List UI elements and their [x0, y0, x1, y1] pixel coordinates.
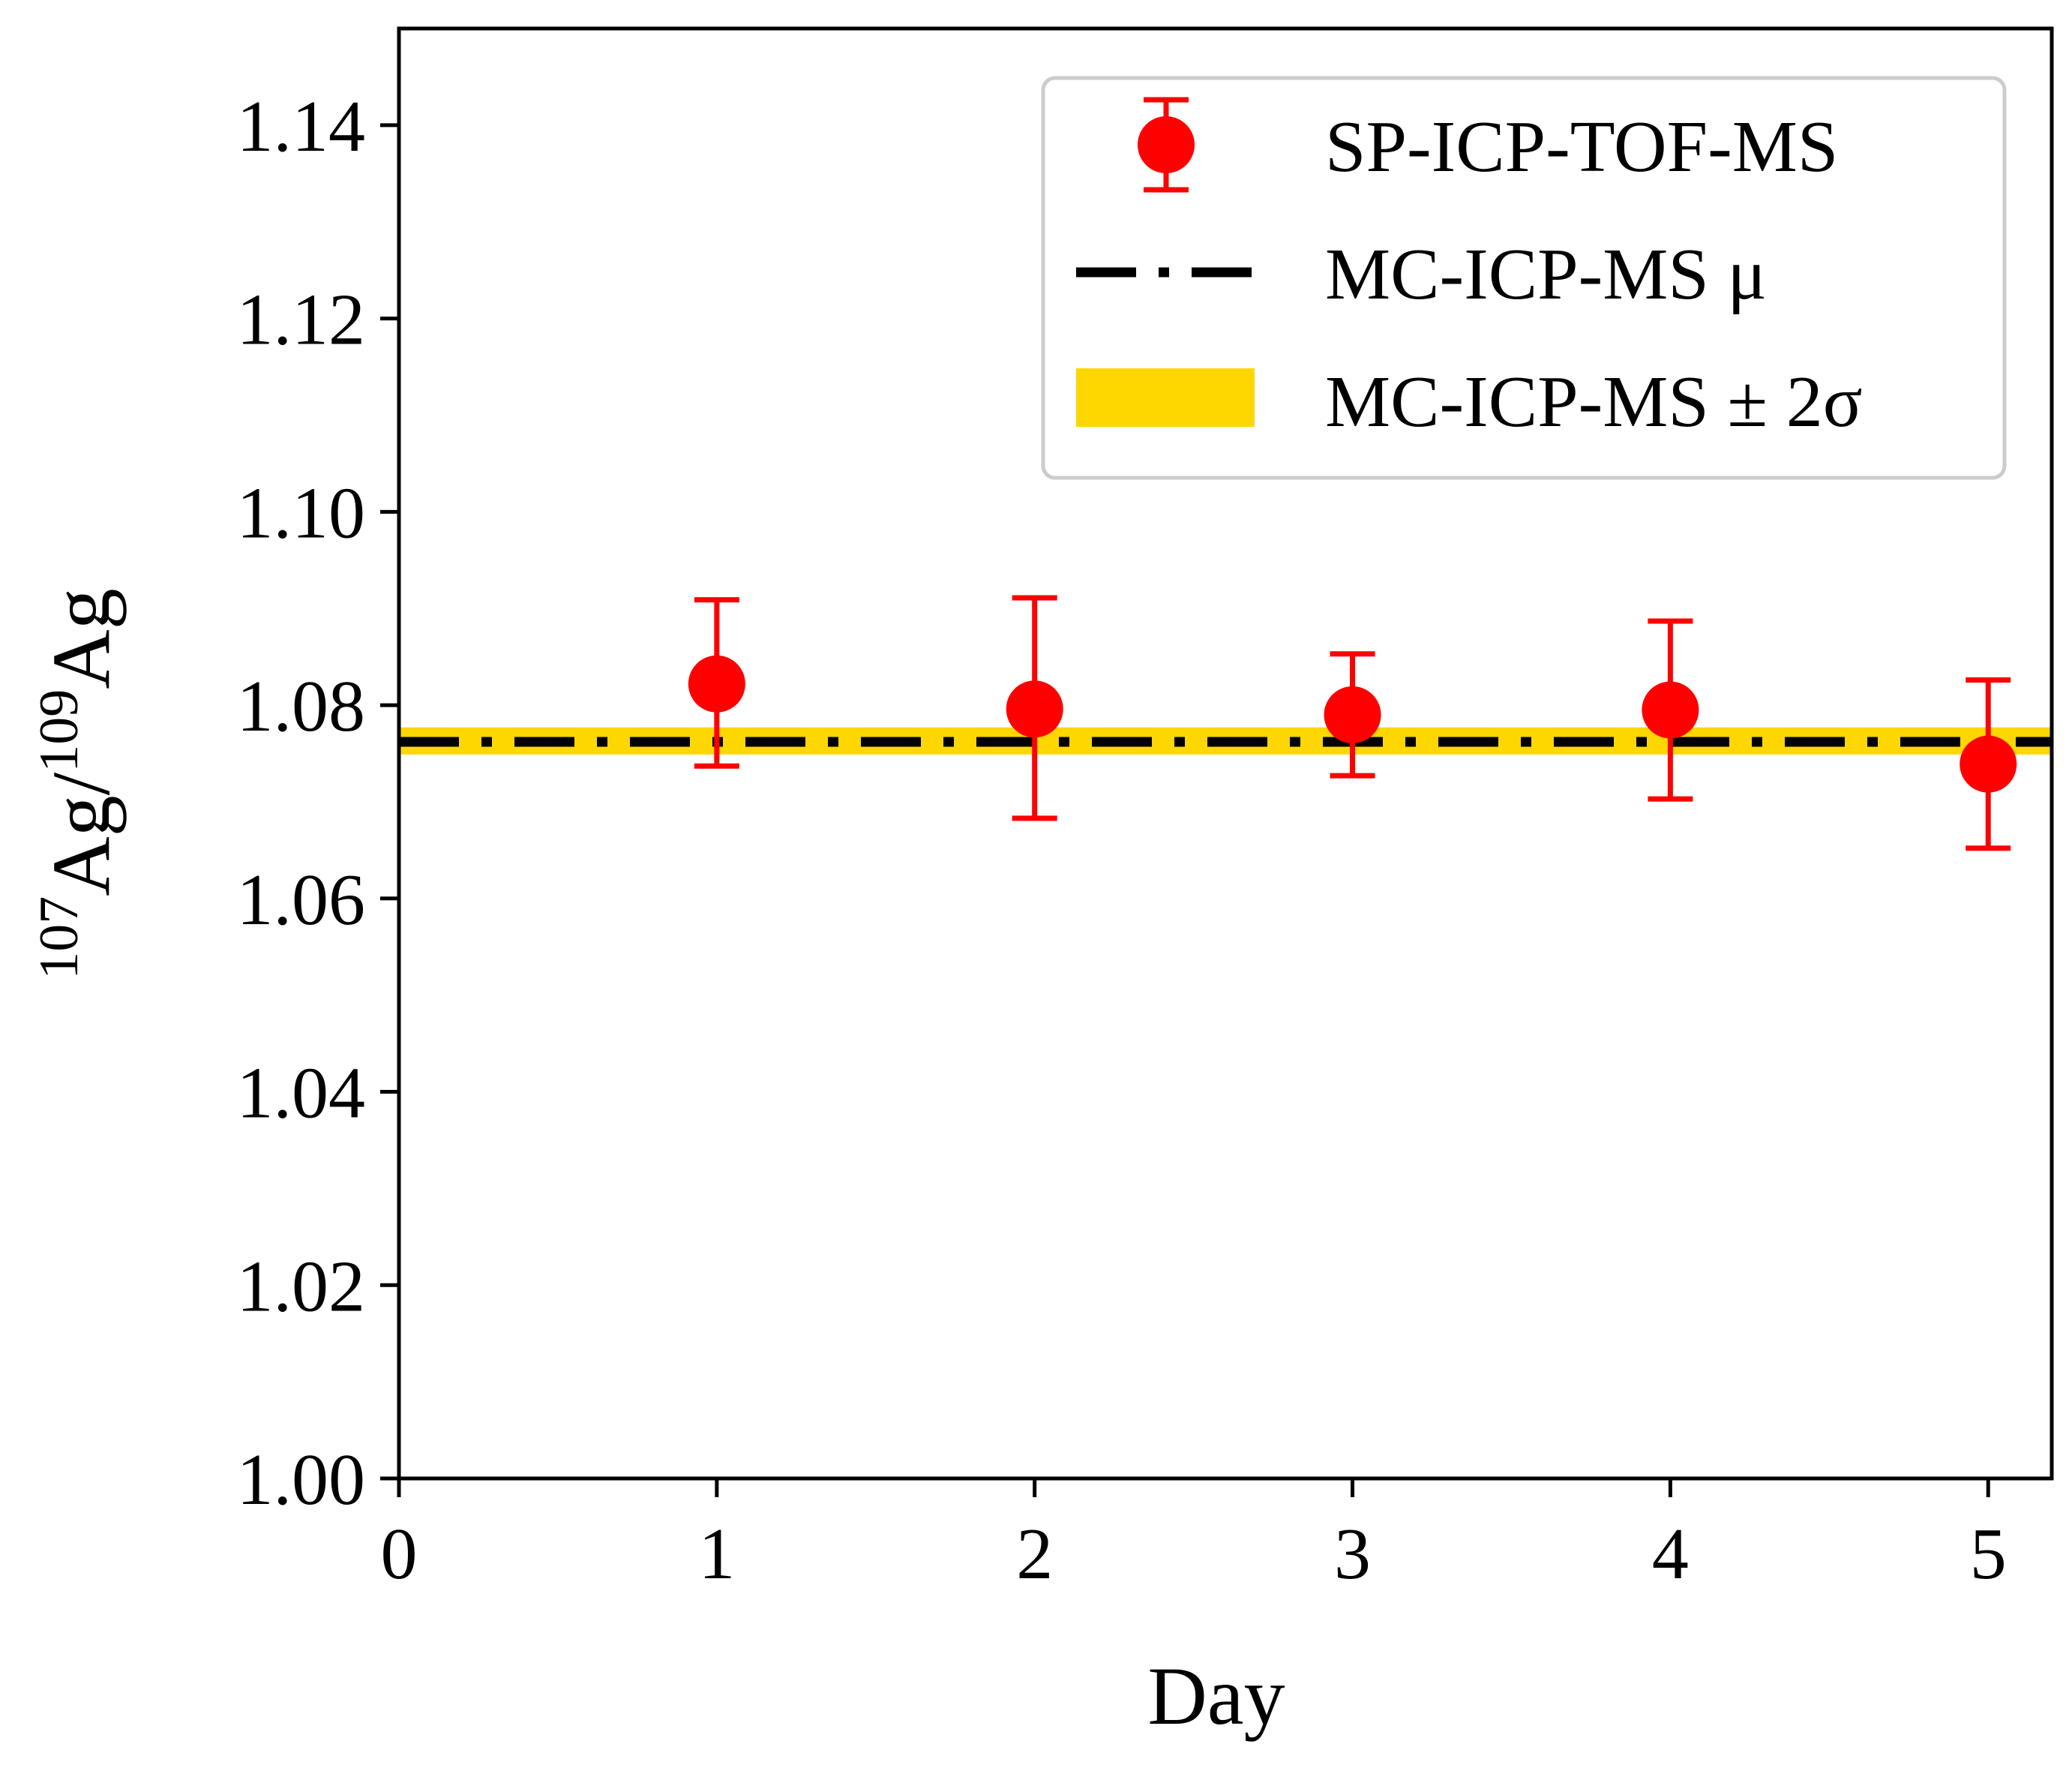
y-tick-label-1.14: 1.14 — [237, 86, 366, 167]
y-title-sup-109: 109 — [28, 689, 90, 773]
y-tick-label-1.10: 1.10 — [237, 473, 366, 554]
data-point-day-4 — [1642, 681, 1699, 739]
legend-entry-sp-icp-tof-ms: SP-ICP-TOF-MS — [1138, 97, 1838, 193]
y-axis-ticks: 1.00 1.02 1.04 1.06 1.08 1.10 1.12 1.14 — [237, 86, 399, 1520]
x-tick-label-3: 3 — [1334, 1514, 1371, 1595]
x-tick-label-0: 0 — [381, 1514, 418, 1595]
legend-label-mc-icp-ms-band: MC-ICP-MS ± 2σ — [1325, 362, 1863, 443]
marker-layer — [688, 655, 2017, 793]
y-tick-label-1.12: 1.12 — [237, 280, 366, 361]
y-tick-label-1.04: 1.04 — [237, 1053, 366, 1134]
y-tick-label-1.06: 1.06 — [237, 860, 366, 941]
y-tick-label-1.00: 1.00 — [237, 1439, 366, 1520]
x-tick-label-2: 2 — [1016, 1514, 1053, 1595]
legend-entry-mc-icp-ms-mean: MC-ICP-MS μ — [1076, 234, 1767, 315]
legend-marker — [1138, 116, 1195, 173]
y-axis-title: 107Ag/109Ag — [28, 588, 127, 979]
data-point-day-5 — [1960, 735, 2017, 793]
x-tick-label-4: 4 — [1652, 1514, 1689, 1595]
data-point-day-1 — [688, 655, 745, 713]
y-tick-label-1.08: 1.08 — [237, 666, 366, 747]
y-title-ag-slash: Ag/ — [35, 772, 127, 896]
x-axis-ticks: 0 1 2 3 4 5 — [381, 1478, 2007, 1595]
legend-label-sp-icp-tof-ms: SP-ICP-TOF-MS — [1325, 107, 1838, 188]
y-tick-label-1.02: 1.02 — [237, 1246, 366, 1327]
x-tick-label-5: 5 — [1970, 1514, 2007, 1595]
x-tick-label-1: 1 — [698, 1514, 735, 1595]
legend-frame — [1041, 76, 2007, 480]
plot-frame — [397, 26, 2054, 1481]
legend: SP-ICP-TOF-MS MC-ICP-MS μ MC-ICP-MS ± 2σ — [1041, 76, 2007, 480]
x-axis-title: Day — [1147, 1650, 1285, 1742]
legend-entry-mc-icp-ms-band: MC-ICP-MS ± 2σ — [1076, 362, 1863, 443]
legend-label-mc-icp-ms-mean: MC-ICP-MS μ — [1325, 234, 1767, 315]
data-point-day-2 — [1006, 680, 1063, 738]
y-title-ag: Ag — [35, 588, 127, 689]
plot-area — [399, 595, 2052, 851]
data-point-day-3 — [1324, 686, 1381, 743]
y-title-sup-107: 107 — [28, 896, 90, 980]
legend-band-swatch — [1076, 368, 1255, 427]
